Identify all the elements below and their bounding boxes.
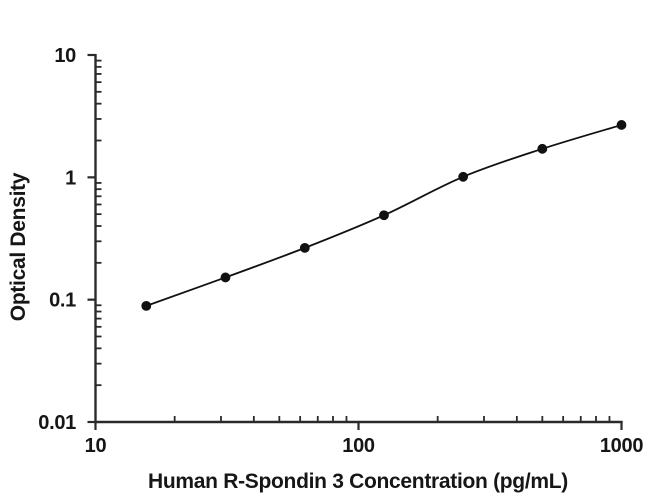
data-point-marker (616, 120, 627, 130)
data-point-marker (299, 242, 310, 253)
data-point-marker (458, 171, 469, 182)
y-tick-label: 0.01 (38, 412, 76, 434)
data-point-marker (220, 272, 231, 283)
y-axis-title: Optical Density (7, 172, 30, 322)
data-point-marker (379, 210, 389, 221)
y-tick-label: 0.1 (49, 290, 76, 312)
y-tick-label: 10 (54, 45, 76, 67)
data-point-marker (537, 143, 548, 154)
x-tick-label: 10 (85, 435, 107, 457)
x-tick-label: 100 (342, 435, 375, 457)
x-tick-label: 1000 (600, 435, 643, 457)
x-axis-title: Human R-Spondin 3 Concentration (pg/mL) (148, 470, 568, 493)
y-tick-label: 1 (65, 167, 76, 189)
data-point-marker (141, 300, 152, 311)
